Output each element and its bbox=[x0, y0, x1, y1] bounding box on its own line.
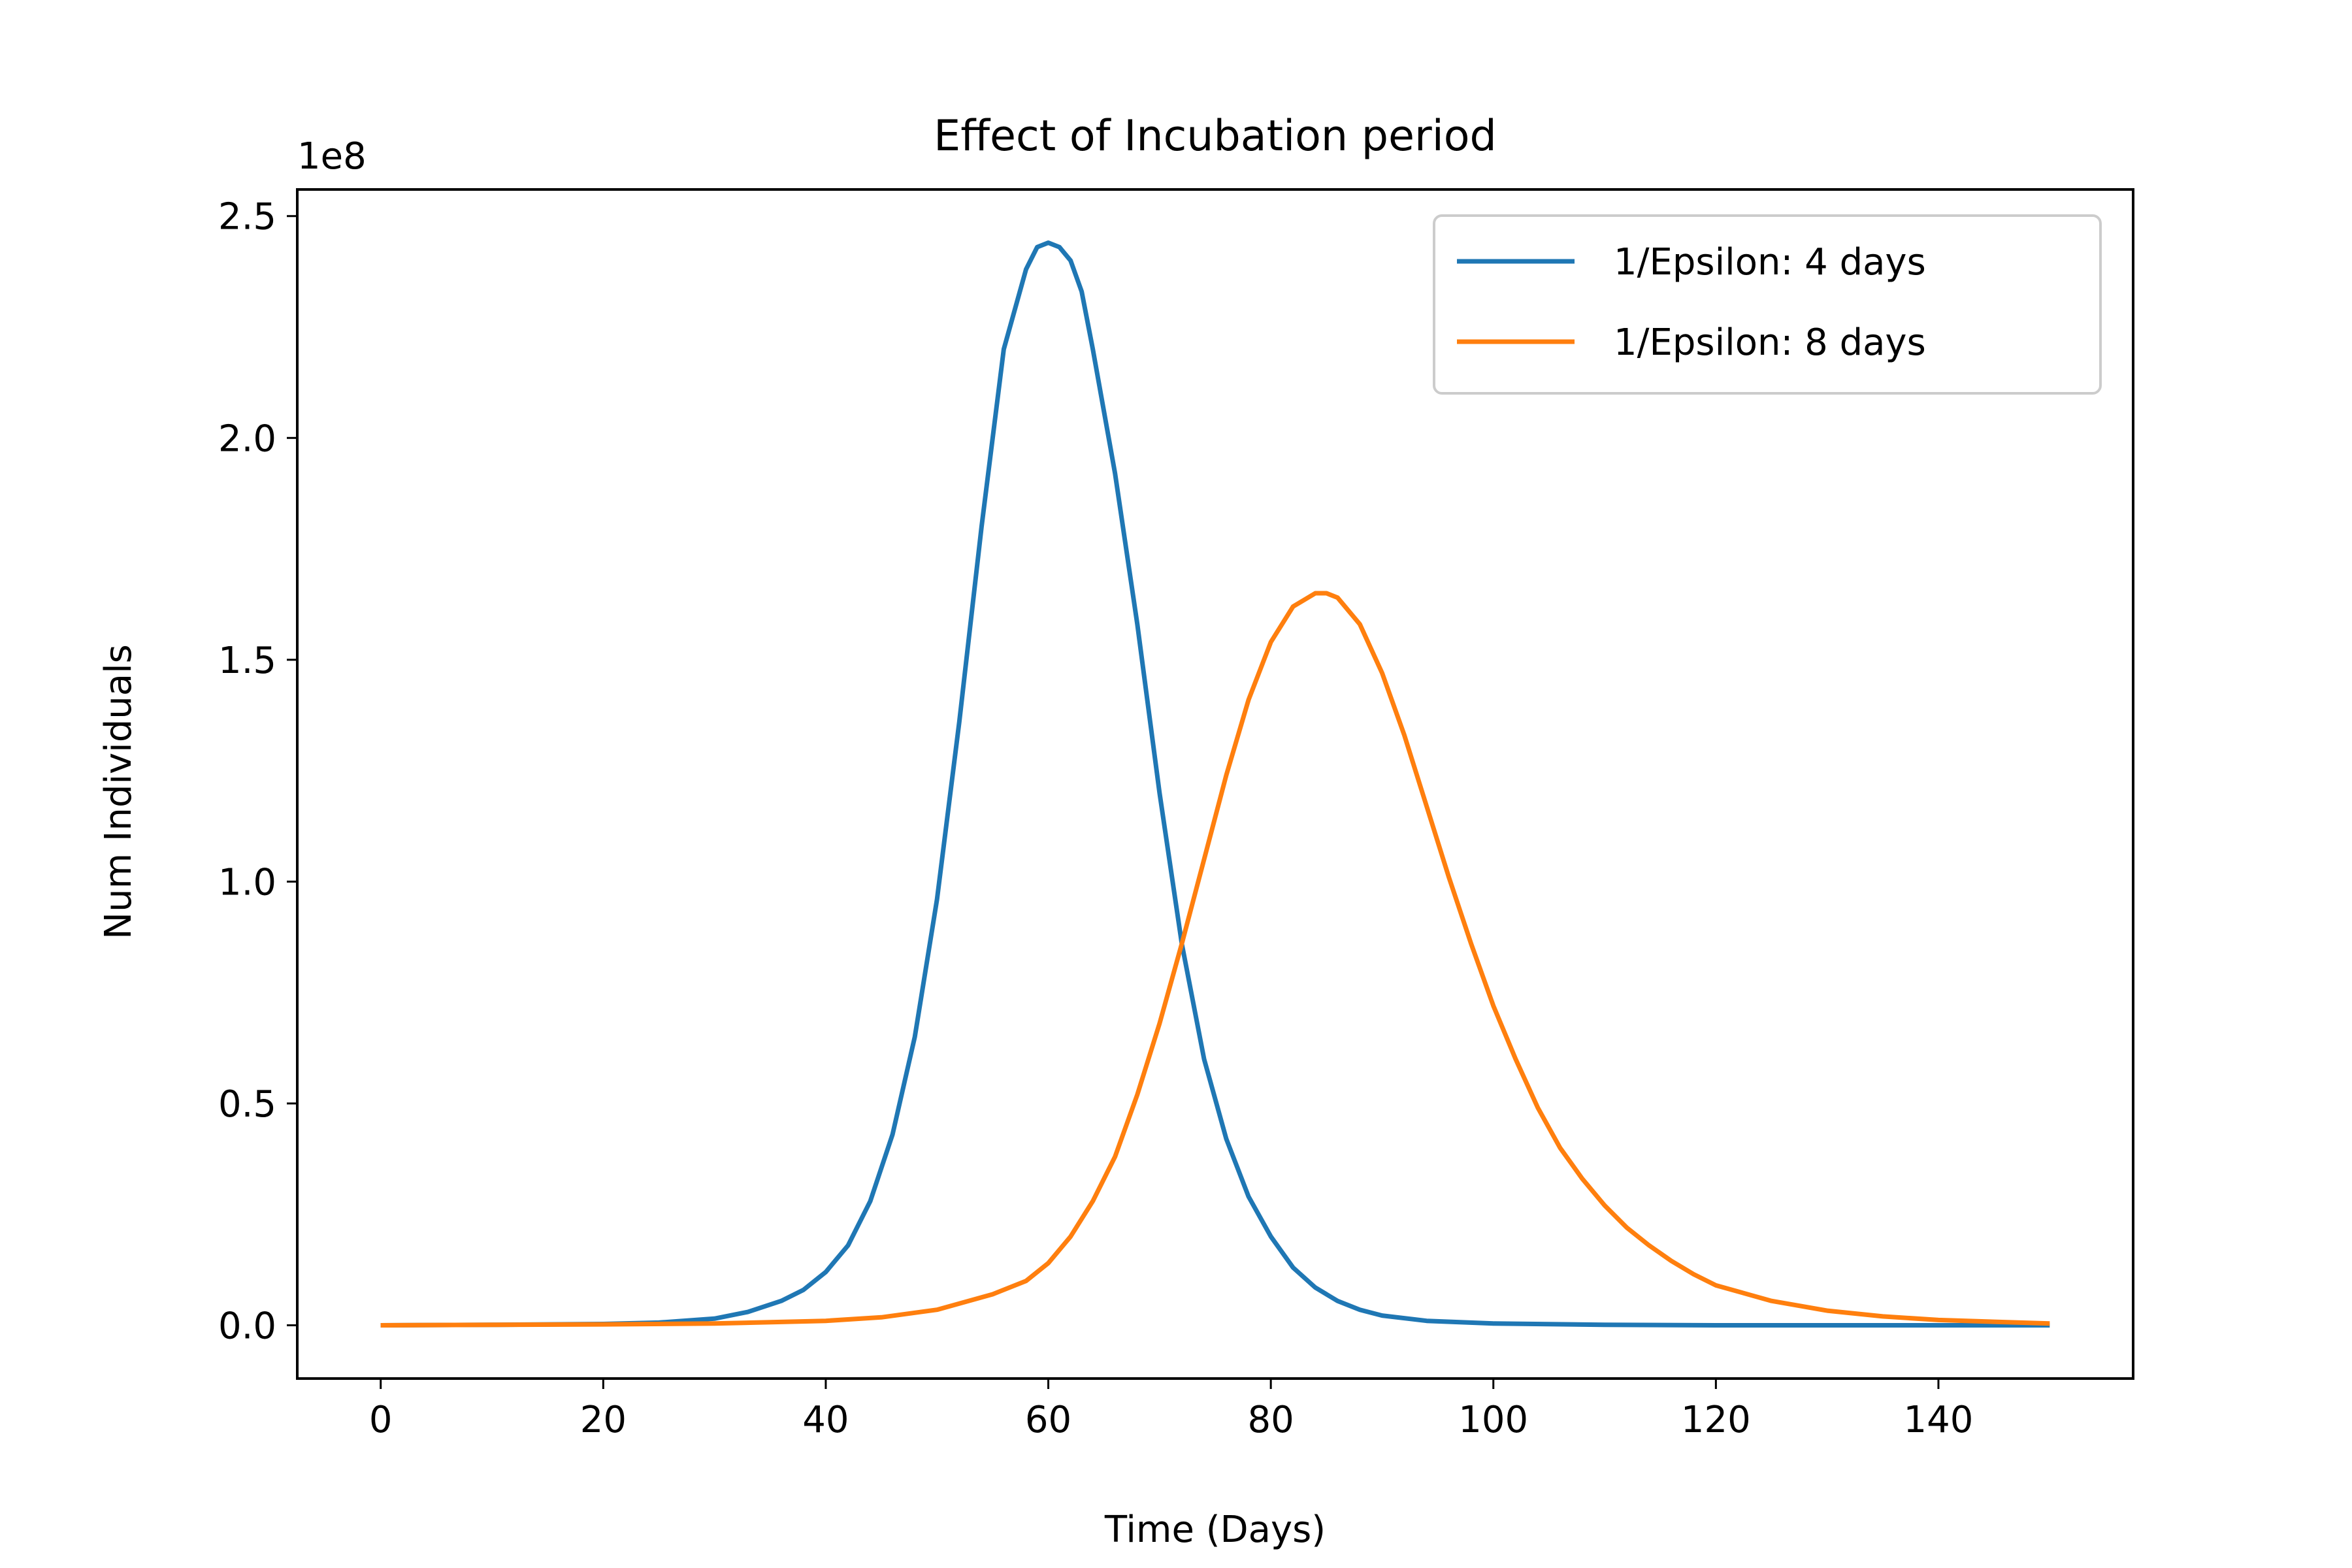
y-tick-label: 2.5 bbox=[218, 196, 276, 238]
x-tick-label: 120 bbox=[1681, 1399, 1751, 1441]
y-tick-label: 1.5 bbox=[218, 640, 276, 682]
legend-box bbox=[1433, 214, 2102, 395]
x-tick-label: 20 bbox=[580, 1399, 627, 1441]
legend-label-4-days: 1/Epsilon: 4 days bbox=[1614, 241, 1926, 284]
y-tick-label: 0.0 bbox=[218, 1305, 276, 1348]
legend: 1/Epsilon: 4 days 1/Epsilon: 8 days bbox=[1433, 214, 2102, 395]
plot-area-frame bbox=[296, 188, 2134, 1380]
series-line-0 bbox=[380, 240, 2050, 1328]
legend-label-8-days: 1/Epsilon: 8 days bbox=[1614, 321, 1926, 364]
x-tick-label: 100 bbox=[1458, 1399, 1528, 1441]
y-tick-label: 1.0 bbox=[218, 861, 276, 904]
x-tick-label: 0 bbox=[369, 1399, 393, 1441]
x-tick-label: 60 bbox=[1025, 1399, 1071, 1441]
y-tick-label: 2.0 bbox=[218, 417, 276, 460]
y-tick-label: 0.5 bbox=[218, 1083, 276, 1126]
chart-title: Effect of Incubation period bbox=[934, 112, 1497, 161]
series-line-1 bbox=[380, 591, 2050, 1328]
y-axis-offset-label: 1e8 bbox=[297, 135, 367, 178]
x-axis-label: Time (Days) bbox=[1104, 1509, 1326, 1551]
y-axis-ticks: 0.0 0.5 1.0 1.5 2.0 2.5 bbox=[218, 196, 297, 1348]
plot-series-group bbox=[380, 240, 2050, 1328]
x-tick-label: 140 bbox=[1904, 1399, 1974, 1441]
x-tick-label: 40 bbox=[802, 1399, 849, 1441]
y-axis-label: Num Individuals bbox=[97, 644, 140, 939]
x-axis-ticks: 0 20 40 60 80 100 120 140 bbox=[369, 1379, 1974, 1441]
x-tick-label: 80 bbox=[1248, 1399, 1294, 1441]
